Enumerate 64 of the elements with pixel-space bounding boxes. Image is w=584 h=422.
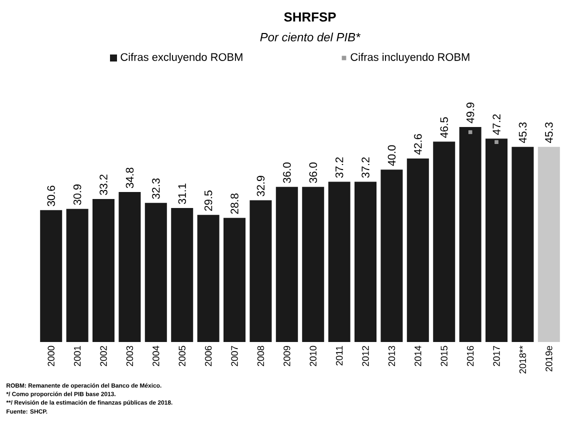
legend-label: Cifras excluyendo ROBM xyxy=(120,52,242,64)
x-tick-label: 2019e xyxy=(546,346,552,372)
x-tick-label: 2007 xyxy=(231,346,238,366)
data-label: 28.8 xyxy=(230,194,238,214)
x-tick-label: 2000 xyxy=(48,346,54,366)
x-tick-label: 2013 xyxy=(388,346,396,366)
x-tick-label: 2012 xyxy=(362,346,369,366)
bar xyxy=(92,198,115,342)
x-tick-label: 2015 xyxy=(440,346,448,366)
bar xyxy=(406,158,429,342)
data-label: 42.6 xyxy=(414,134,422,155)
bar xyxy=(302,186,324,342)
data-label: 37.2 xyxy=(362,157,370,178)
bar xyxy=(512,146,534,342)
data-label: 30.6 xyxy=(47,186,55,206)
data-label: 49.9 xyxy=(466,102,474,124)
x-tick-label: 2003 xyxy=(126,346,134,366)
bar xyxy=(40,210,62,342)
legend-label: Cifras incluyendo ROBM xyxy=(350,52,470,64)
data-label: 34.8 xyxy=(126,168,134,188)
x-tick-label: 2001 xyxy=(74,346,81,366)
data-label: 30.9 xyxy=(73,184,82,205)
bar xyxy=(171,208,194,342)
data-label: 32.9 xyxy=(256,176,265,196)
bar xyxy=(224,218,246,342)
data-label: 40.0 xyxy=(388,145,396,166)
bar xyxy=(197,214,220,342)
bar xyxy=(538,146,560,342)
x-tick-label: 2006 xyxy=(204,346,212,366)
x-tick-label: 2002 xyxy=(100,346,107,366)
data-label: 45.3 xyxy=(518,122,527,144)
x-tick-label: 2008 xyxy=(257,346,264,366)
bar xyxy=(328,182,350,342)
data-label: 31.1 xyxy=(178,184,186,204)
bar xyxy=(486,138,508,342)
x-tick-label: 2018** xyxy=(519,346,526,374)
data-label: 29.5 xyxy=(204,190,212,211)
bar xyxy=(354,182,377,342)
x-tick-label: 2010 xyxy=(310,346,316,366)
data-label: 37.2 xyxy=(335,157,344,178)
bar xyxy=(250,200,272,342)
x-tick-label: 2004 xyxy=(152,346,160,366)
data-label: 33.2 xyxy=(100,174,108,196)
x-tick-label: 2011 xyxy=(336,346,343,366)
bar xyxy=(144,202,167,342)
x-tick-label: 2005 xyxy=(178,346,186,366)
data-label: 46.5 xyxy=(440,117,448,138)
chart-title: SHRFSP xyxy=(284,12,336,22)
bar xyxy=(118,192,141,342)
data-label: 47.2 xyxy=(492,114,500,135)
x-tick-label: 2016 xyxy=(466,346,474,366)
data-label: 32.3 xyxy=(152,178,160,199)
x-tick-label: 2017 xyxy=(493,346,500,366)
data-label: 36.0 xyxy=(309,162,317,183)
bar xyxy=(66,208,88,342)
bar xyxy=(433,142,456,342)
bar xyxy=(276,186,298,342)
bar xyxy=(380,170,403,342)
x-tick-label: 2014 xyxy=(414,346,422,366)
x-tick-label: 2009 xyxy=(284,346,290,366)
chart-subtitle: Por ciento del PIB* xyxy=(260,32,360,42)
data-label: 36.0 xyxy=(283,162,291,183)
data-label: 45.3 xyxy=(545,122,553,144)
bar xyxy=(459,126,482,342)
